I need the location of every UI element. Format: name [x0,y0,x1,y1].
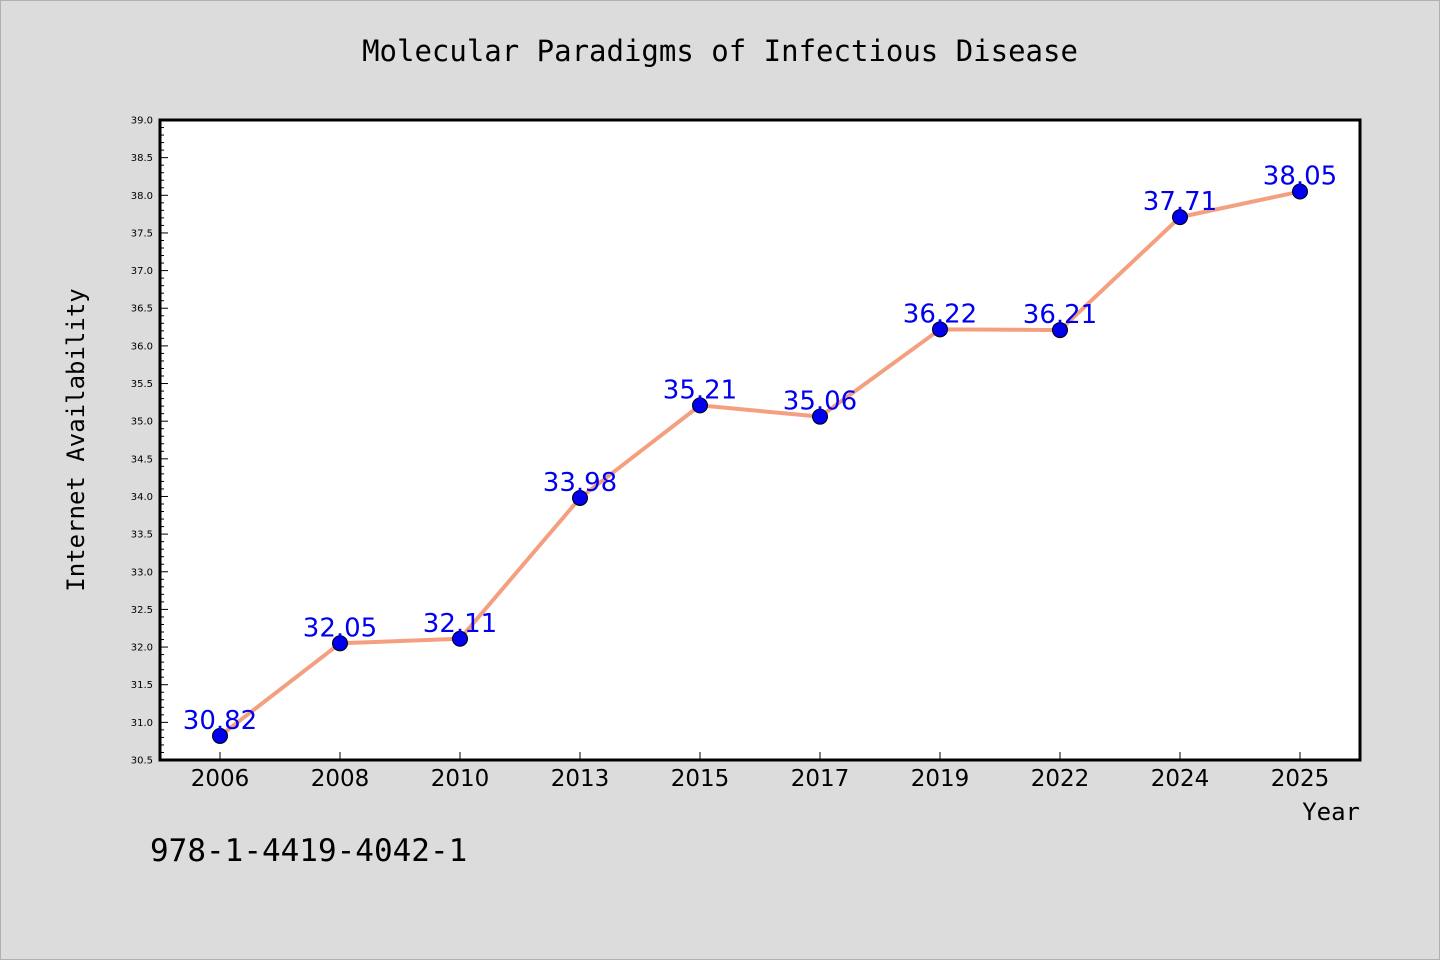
y-tick-label: 37.0 [131,266,153,277]
data-label: 32.11 [423,609,497,639]
data-label: 30.82 [183,706,257,736]
data-label: 36.22 [903,299,977,329]
data-label: 37.71 [1143,187,1217,217]
data-label: 35.21 [663,375,737,405]
y-tick-label: 36.0 [131,341,153,352]
y-tick-label: 38.0 [131,191,153,202]
y-tick-label: 35.0 [131,417,153,428]
y-tick-label: 37.5 [131,228,153,239]
x-axis-ticks: 2006 2008 2010 2013 2015 2017 2019 2022 2024 2025 [191,752,1330,792]
y-tick-label: 39.0 [131,116,153,127]
data-label: 35.06 [783,387,857,417]
y-tick-label: 33.5 [131,530,153,541]
data-point [1172,209,1188,226]
x-tick-label: 2017 [791,766,850,792]
y-axis-ticks: 30.5 31.0 31.5 32.0 32.5 33.0 33.5 34.0 34.5 35.0… [131,116,168,767]
data-point [1052,322,1068,339]
y-tick-label: 31.5 [131,680,153,691]
y-axis-label: Internet Availability [62,288,90,591]
series-group: 30.82 32.05 32.11 33.98 35.21 35.06 36.22 36.21… [183,162,1337,744]
x-tick-label: 2006 [191,766,250,792]
y-tick-label: 36.5 [131,304,153,315]
plot-area [158,118,1362,762]
data-point [1292,183,1308,200]
x-tick-label: 2013 [551,766,610,792]
data-label: 38.05 [1263,162,1337,192]
data-label: 32.05 [303,613,377,643]
data-point [932,321,948,338]
y-tick-label: 32.0 [131,643,153,654]
data-point [212,727,228,744]
x-tick-label: 2010 [431,766,490,792]
y-tick-label: 35.5 [131,379,153,390]
chart-title: Molecular Paradigms of Infectious Diseas… [362,34,1078,68]
x-tick-label: 2024 [1151,766,1210,792]
data-label: 33.98 [543,468,617,498]
x-tick-label: 2019 [911,766,970,792]
y-tick-label: 31.0 [131,718,153,729]
data-point [332,635,348,652]
x-tick-label: 2015 [671,766,730,792]
x-tick-label: 2025 [1271,766,1330,792]
data-point [452,630,468,647]
y-tick-label: 32.5 [131,605,153,616]
y-tick-label: 33.0 [131,567,153,578]
x-tick-label: 2022 [1031,766,1090,792]
y-tick-label: 38.5 [131,153,153,164]
data-point [692,397,708,414]
series-line [218,189,1301,738]
y-tick-label: 34.5 [131,454,153,465]
x-axis-label: Year [1302,798,1360,826]
data-label: 36.21 [1023,300,1097,330]
y-tick-label: 30.5 [131,756,153,767]
data-point [572,489,588,506]
x-tick-label: 2008 [311,766,370,792]
data-point [812,408,828,425]
isbn-text: 978-1-4419-4042-1 [150,833,468,869]
y-tick-label: 34.0 [131,492,153,503]
